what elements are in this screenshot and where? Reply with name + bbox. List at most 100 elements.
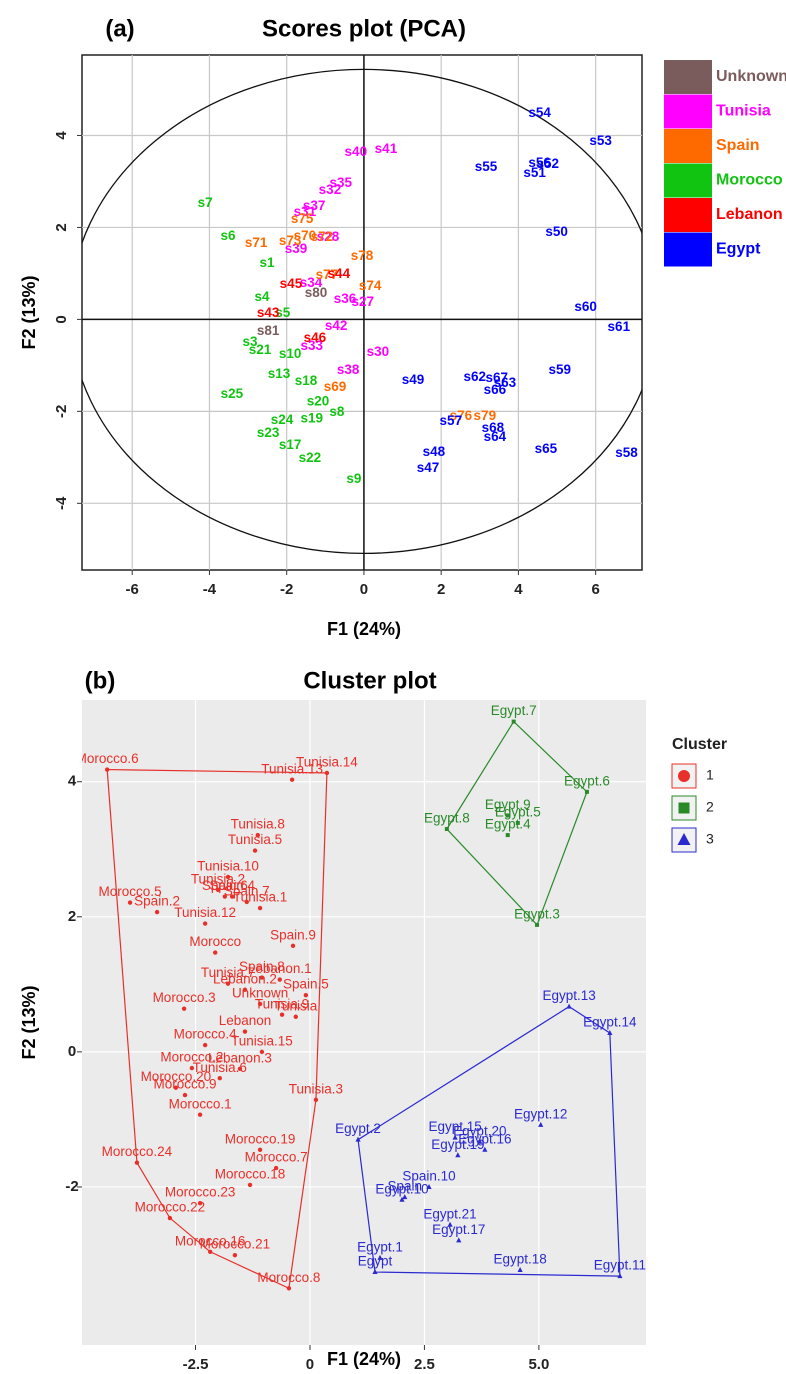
point-label: s23 [257,425,280,440]
point-label: Egypt.19 [431,1137,484,1152]
point-label: s66 [484,382,507,397]
point [279,1012,285,1017]
point-label: s8 [329,404,345,419]
point-label: Tunisia.7 [201,965,255,980]
point-label: Morocco.4 [174,1027,238,1042]
legend-marker [677,833,691,845]
point-label: s69 [324,379,347,394]
point-label: Egypt.4 [485,817,531,832]
point-label: Morocco.7 [245,1150,308,1165]
point-label: Lebanon.2 [213,971,277,986]
point-label: s7 [198,195,213,210]
point-label: s42 [325,318,348,333]
x-axis-label: F1 (24%) [327,1349,401,1369]
point-label: Morocco.6 [76,751,139,766]
point-label: s78 [351,248,374,263]
point-label: Egypt.9 [485,797,531,812]
point-label: Egypt.20 [453,1123,506,1138]
chart-title: Cluster plot [303,667,436,694]
x-tick-label: 2.5 [414,1356,435,1369]
legend-label: Egypt [716,241,761,258]
point [242,987,248,992]
point-label: Spain.6 [202,878,248,893]
point-label: Tunisia.6 [193,1060,247,1075]
point [377,1254,383,1260]
legend-swatch [664,198,712,232]
point-label: s45 [280,276,303,291]
point-label: s64 [484,429,507,444]
point [182,1092,188,1098]
legend-label: 2 [706,799,714,815]
point-label: Egypt.18 [493,1252,546,1267]
y-tick-label: -4 [53,496,70,510]
point-label: s77 [316,267,339,282]
x-tick-label: -4 [203,581,217,598]
point-label: Spain.8 [239,959,285,974]
point [455,1152,461,1158]
point-label: s72 [311,229,334,244]
legend-marker [678,802,690,814]
point-label: Spain.2 [134,894,180,909]
y-tick-label: 2 [68,908,76,925]
point-label: Tunisia.10 [197,859,259,874]
point-label: Egypt.2 [335,1121,381,1136]
point-label: s52 [536,156,559,171]
point-label: s68 [482,420,505,435]
point [607,1029,613,1035]
point-label: s56 [528,155,551,170]
point-label: Spain.5 [283,977,329,992]
point [293,1014,298,1019]
y-tick-label: 0 [53,315,70,323]
point-label: s53 [589,133,612,148]
point-label: s51 [523,165,546,180]
point-label: Egypt.3 [514,906,560,921]
point-label: s62 [464,369,487,384]
point-label: Lebanon [219,1013,272,1028]
point [257,1001,263,1007]
point-label: Spain.4 [209,878,255,893]
x-tick-label: 6 [591,581,599,598]
point [207,1249,213,1254]
point [259,975,265,980]
point [313,1097,319,1103]
point-label: Egypt.7 [491,703,537,718]
point-label: Morocco.19 [225,1131,296,1146]
point-label: Tunisia.3 [289,1081,343,1096]
point-label: s54 [528,105,551,120]
point-label: Egypt.13 [542,988,595,1003]
point-label: s32 [319,182,342,197]
legend-swatch [664,94,712,129]
x-tick-label: 0 [360,581,368,598]
x-axis-label: F1 (24%) [327,619,401,639]
point-label: Morocco.16 [175,1233,246,1248]
y-tick-label: -2 [53,405,70,418]
point-label: s38 [337,362,360,377]
point [538,1121,544,1127]
point [324,770,330,776]
point [273,1165,279,1171]
point-label: s58 [615,445,638,460]
point [215,887,221,892]
y-tick-label: -2 [65,1178,78,1195]
legend-label: Tunisia [716,103,771,120]
point-label: Egypt.15 [428,1119,481,1134]
point-label: s35 [329,175,352,190]
x-tick-label: 4 [514,581,523,598]
point-label: Egypt.12 [514,1106,567,1121]
point-label: Tunisia.1 [233,890,287,905]
point-label: s13 [268,366,291,381]
point-label: s27 [352,294,375,309]
point-label: s22 [299,450,322,465]
y-tick-label: 0 [68,1043,76,1060]
point [303,992,309,998]
point [456,1237,462,1243]
point-label: s49 [402,372,425,387]
point-label: Egypt [358,1254,393,1269]
x-tick-label: -2.5 [183,1356,209,1369]
point-label: Morocco.20 [141,1069,212,1084]
point [257,905,263,911]
point-label: Egypt.6 [564,773,610,788]
point-label: s79 [474,408,497,423]
point-label: s80 [305,285,328,300]
